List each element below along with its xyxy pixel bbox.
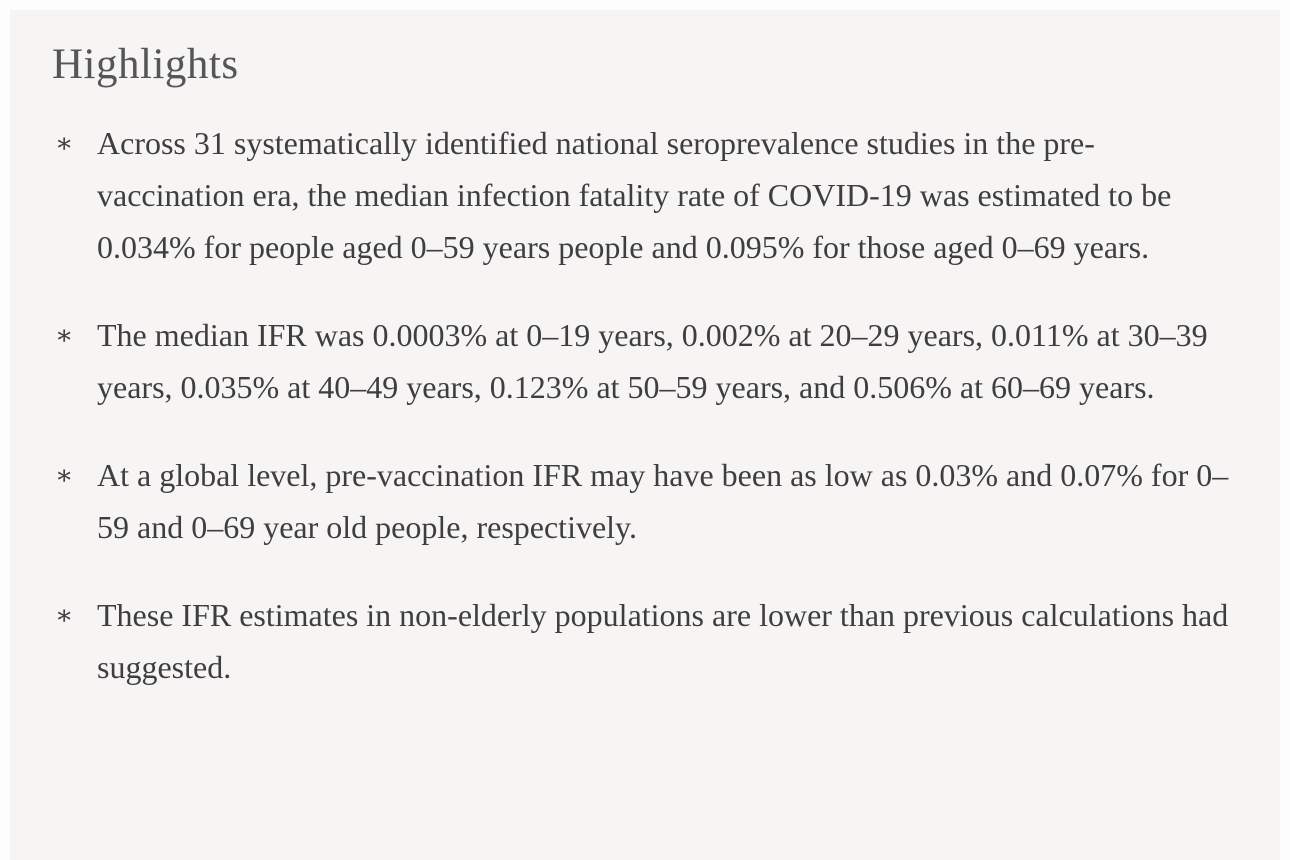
highlights-content: Highlights ∗ Across 31 systematically id…	[10, 10, 1280, 693]
bullet-asterisk-icon: ∗	[55, 460, 74, 491]
bullet-asterisk-icon: ∗	[55, 600, 74, 631]
list-item: ∗ The median IFR was 0.0003% at 0–19 yea…	[52, 309, 1240, 413]
list-item: ∗ At a global level, pre-vaccination IFR…	[52, 449, 1240, 553]
highlights-list: ∗ Across 31 systematically identified na…	[52, 117, 1240, 693]
highlight-text: These IFR estimates in non-elderly popul…	[97, 597, 1229, 686]
highlights-panel: Highlights ∗ Across 31 systematically id…	[10, 10, 1280, 860]
bullet-asterisk-icon: ∗	[55, 128, 74, 159]
highlight-text: The median IFR was 0.0003% at 0–19 years…	[97, 317, 1208, 406]
bullet-asterisk-icon: ∗	[55, 320, 74, 351]
highlight-text: Across 31 systematically identified nati…	[97, 125, 1172, 266]
highlight-text: At a global level, pre-vaccination IFR m…	[97, 457, 1229, 546]
list-item: ∗ These IFR estimates in non-elderly pop…	[52, 589, 1240, 693]
list-item: ∗ Across 31 systematically identified na…	[52, 117, 1240, 273]
section-title: Highlights	[52, 41, 239, 88]
